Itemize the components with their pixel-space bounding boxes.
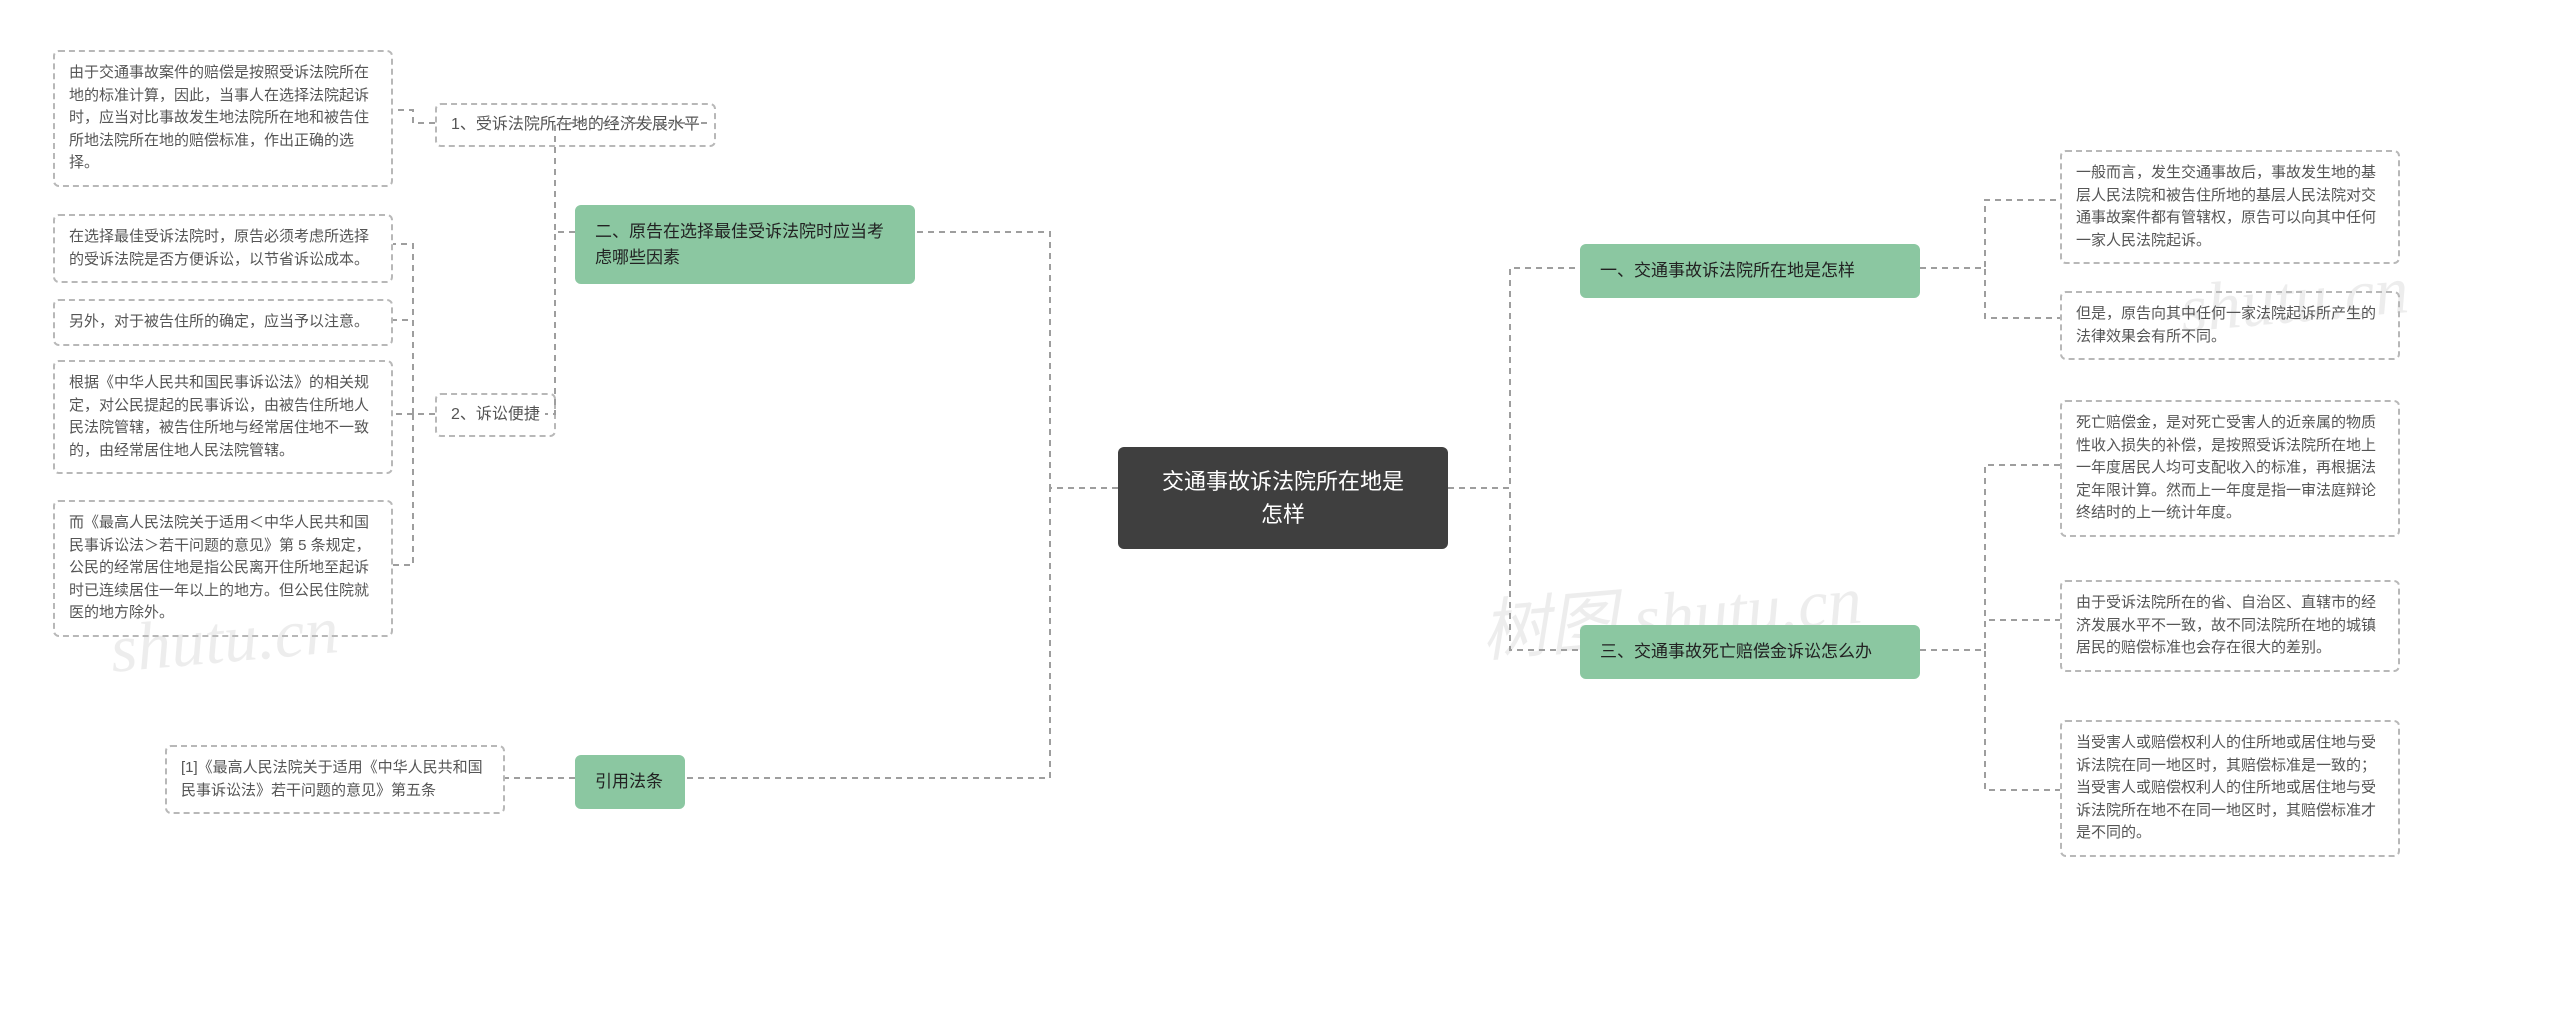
leaf: 死亡赔偿金，是对死亡受害人的近亲属的物质性收入损失的补偿，是按照受诉法院所在地上… bbox=[2060, 400, 2400, 537]
leaf: 而《最高人民法院关于适用＜中华人民共和国民事诉讼法＞若干问题的意见》第 5 条规… bbox=[53, 500, 393, 637]
leaf: 另外，对于被告住所的确定，应当予以注意。 bbox=[53, 299, 393, 346]
branch-citation: 引用法条 bbox=[575, 755, 685, 809]
branch-section-2: 二、原告在选择最佳受诉法院时应当考虑哪些因素 bbox=[575, 205, 915, 284]
leaf: 一般而言，发生交通事故后，事故发生地的基层人民法院和被告住所地的基层人民法院对交… bbox=[2060, 150, 2400, 264]
leaf: 在选择最佳受诉法院时，原告必须考虑所选择的受诉法院是否方便诉讼，以节省诉讼成本。 bbox=[53, 214, 393, 283]
branch-section-1: 一、交通事故诉法院所在地是怎样 bbox=[1580, 244, 1920, 298]
leaf: 由于受诉法院所在的省、自治区、直辖市的经济发展水平不一致，故不同法院所在地的城镇… bbox=[2060, 580, 2400, 672]
leaf: [1]《最高人民法院关于适用《中华人民共和国民事诉讼法》若干问题的意见》第五条 bbox=[165, 745, 505, 814]
sub-factor-2: 2、诉讼便捷 bbox=[435, 393, 556, 437]
leaf: 由于交通事故案件的赔偿是按照受诉法院所在地的标准计算，因此，当事人在选择法院起诉… bbox=[53, 50, 393, 187]
leaf: 根据《中华人民共和国民事诉讼法》的相关规定，对公民提起的民事诉讼，由被告住所地人… bbox=[53, 360, 393, 474]
leaf: 当受害人或赔偿权利人的住所地或居住地与受诉法院在同一地区时，其赔偿标准是一致的；… bbox=[2060, 720, 2400, 857]
branch-section-3: 三、交通事故死亡赔偿金诉讼怎么办 bbox=[1580, 625, 1920, 679]
root-node: 交通事故诉法院所在地是 怎样 bbox=[1118, 447, 1448, 549]
sub-factor-1: 1、受诉法院所在地的经济发展水平 bbox=[435, 103, 716, 147]
leaf: 但是，原告向其中任何一家法院起诉所产生的法律效果会有所不同。 bbox=[2060, 291, 2400, 360]
